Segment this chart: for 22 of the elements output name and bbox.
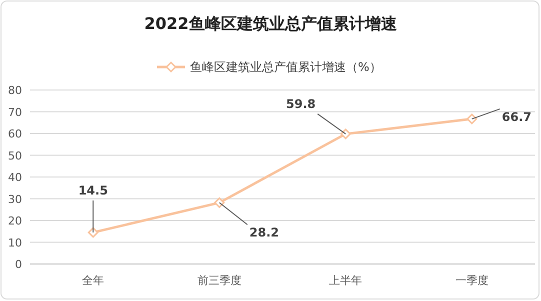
x-tick-label: 上半年 (329, 274, 362, 287)
point (466, 114, 478, 124)
data-label: 28.2 (249, 226, 279, 240)
y-tick-label: 50 (8, 149, 22, 162)
y-tick-label: 60 (8, 128, 22, 140)
y-tick-label: 30 (8, 192, 22, 206)
y-tick-label: 10 (8, 236, 22, 250)
chart-title: 2022鱼峰区建筑业总产值累计增速 (144, 14, 398, 33)
data-label: 14.5 (78, 183, 108, 198)
x-tick-label: 全年 (82, 274, 104, 287)
y-tick-label: 70 (8, 106, 22, 119)
x-tick-label: 一季度 (455, 274, 488, 287)
data-label: 59.8 (286, 96, 316, 111)
point (214, 197, 225, 208)
y-tick-label: 80 (8, 84, 22, 97)
legend-label: 鱼峰区建筑业总产值累计增速（%） (190, 60, 382, 74)
data-label: 66.7 (502, 110, 532, 124)
y-tick-label: 40 (8, 171, 22, 184)
y-tick-label: 0 (15, 258, 22, 271)
x-tick-label: 前三季度 (197, 274, 242, 287)
point (340, 128, 351, 140)
y-tick-label: 20 (8, 214, 22, 228)
